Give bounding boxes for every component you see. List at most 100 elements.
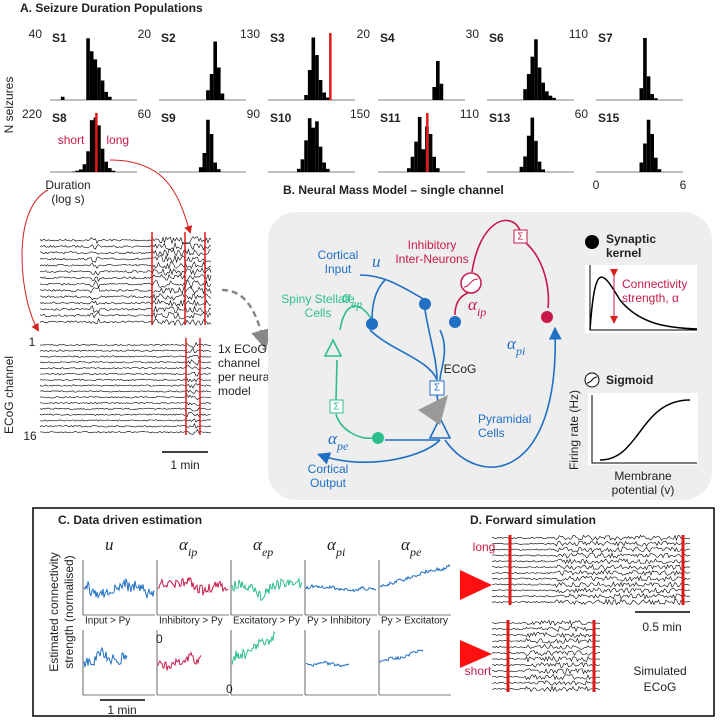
x-tick-label: 0 bbox=[593, 178, 600, 192]
estimate-trace bbox=[157, 576, 229, 596]
histogram-bar bbox=[304, 140, 308, 172]
histogram-bar bbox=[89, 120, 94, 172]
histogram-bar bbox=[86, 38, 90, 100]
subject-label: S3 bbox=[270, 31, 285, 45]
label: Cortical bbox=[308, 462, 349, 476]
threshold-label: short bbox=[58, 133, 85, 147]
ecog-trace bbox=[39, 279, 212, 289]
label: Pyramidal bbox=[478, 412, 531, 426]
histogram-bar bbox=[439, 83, 444, 100]
y-max-label: 20 bbox=[357, 27, 371, 41]
y-max-label: 20 bbox=[138, 27, 152, 41]
panel-title: A. Seizure Duration Populations bbox=[20, 1, 203, 15]
histogram-bar bbox=[209, 134, 214, 172]
histogram-bar bbox=[104, 91, 108, 100]
label: Cortical bbox=[318, 248, 359, 262]
sum-symbol: Σ bbox=[517, 232, 523, 243]
histogram-bar bbox=[548, 95, 553, 100]
ecog-trace bbox=[491, 569, 691, 577]
histogram-bar bbox=[97, 67, 101, 100]
subject-label: S11 bbox=[380, 111, 401, 125]
symbol: α bbox=[253, 535, 263, 554]
histogram-bar bbox=[523, 89, 527, 100]
threshold-label: long bbox=[106, 133, 129, 147]
histogram-bar bbox=[202, 153, 207, 172]
estimate-trace bbox=[306, 660, 350, 668]
icon bbox=[463, 278, 479, 288]
histogram-bar bbox=[104, 161, 108, 172]
ecog-trace bbox=[39, 371, 212, 377]
histogram-bar bbox=[643, 37, 647, 100]
electrode bbox=[418, 395, 448, 425]
ecog-trace bbox=[40, 365, 212, 370]
symbol: α bbox=[468, 295, 478, 314]
ecog-trace bbox=[39, 273, 212, 282]
histogram-bar bbox=[541, 169, 545, 172]
subscript: pi bbox=[515, 344, 525, 358]
synapse bbox=[419, 298, 431, 310]
alpha-label: αpi bbox=[507, 334, 525, 358]
y-label: N seizures bbox=[2, 77, 16, 134]
synapse bbox=[366, 318, 378, 330]
subject-label: S9 bbox=[161, 111, 176, 125]
subscript: ep bbox=[262, 545, 273, 559]
histogram-bar bbox=[410, 156, 415, 172]
histogram-bar bbox=[650, 134, 654, 172]
histogram-bar bbox=[206, 90, 210, 100]
ecog-trace bbox=[39, 355, 212, 360]
histogram-bar bbox=[93, 59, 98, 100]
param-label: u bbox=[105, 535, 114, 554]
symbol: u bbox=[105, 535, 114, 554]
alpha-label: αep bbox=[342, 287, 362, 311]
ecog-trace bbox=[39, 382, 212, 389]
subject-label: S1 bbox=[52, 31, 67, 45]
histogram-bar bbox=[432, 156, 436, 172]
estimate-trace bbox=[305, 583, 377, 593]
label: Membrane bbox=[614, 469, 672, 483]
kernel-curve bbox=[589, 276, 698, 331]
histogram-bar bbox=[311, 127, 316, 172]
label: Input bbox=[325, 262, 352, 276]
sum-node bbox=[513, 229, 528, 244]
estimate-trace bbox=[379, 649, 424, 663]
ecog-trace bbox=[491, 680, 601, 686]
ecog-trace bbox=[39, 428, 212, 435]
histogram-bar bbox=[407, 168, 411, 172]
subject-label: S15 bbox=[598, 111, 620, 125]
ecog-trace bbox=[39, 261, 212, 270]
histogram-bar bbox=[526, 135, 531, 172]
y-max-label: 220 bbox=[22, 107, 42, 121]
histogram-bar bbox=[100, 148, 105, 172]
label: ECoG bbox=[444, 362, 477, 376]
ecog-trace bbox=[39, 311, 212, 320]
ecog-trace bbox=[491, 552, 691, 559]
symbol: α bbox=[507, 334, 517, 353]
alpha-label: αip bbox=[468, 295, 486, 319]
connection-label: Inhibitory > Py bbox=[159, 616, 223, 627]
sum-symbol: Σ bbox=[333, 402, 339, 413]
subscript: pe bbox=[409, 545, 422, 559]
ecog-trace bbox=[39, 407, 212, 412]
connection-label: Input > Py bbox=[85, 616, 130, 627]
histogram-bar bbox=[213, 41, 217, 100]
note: channel bbox=[218, 356, 260, 370]
ecog-trace bbox=[491, 619, 601, 627]
histogram-bar bbox=[552, 97, 556, 100]
histogram-bar bbox=[100, 80, 105, 100]
symbol: α bbox=[401, 535, 411, 554]
subject-label: S6 bbox=[489, 31, 504, 45]
symbol: α bbox=[342, 287, 352, 306]
ecog-trace bbox=[491, 650, 601, 657]
ecog-trace bbox=[39, 401, 212, 406]
histogram-bar bbox=[541, 82, 545, 100]
histogram-bar bbox=[523, 156, 527, 172]
subject-label: S13 bbox=[489, 111, 511, 125]
histogram-bar bbox=[75, 170, 79, 172]
subject-label: S10 bbox=[270, 111, 292, 125]
label: short bbox=[465, 664, 492, 678]
label: Simulated bbox=[633, 664, 686, 678]
subject-label: S4 bbox=[380, 31, 395, 45]
ecog-trace bbox=[39, 418, 212, 423]
